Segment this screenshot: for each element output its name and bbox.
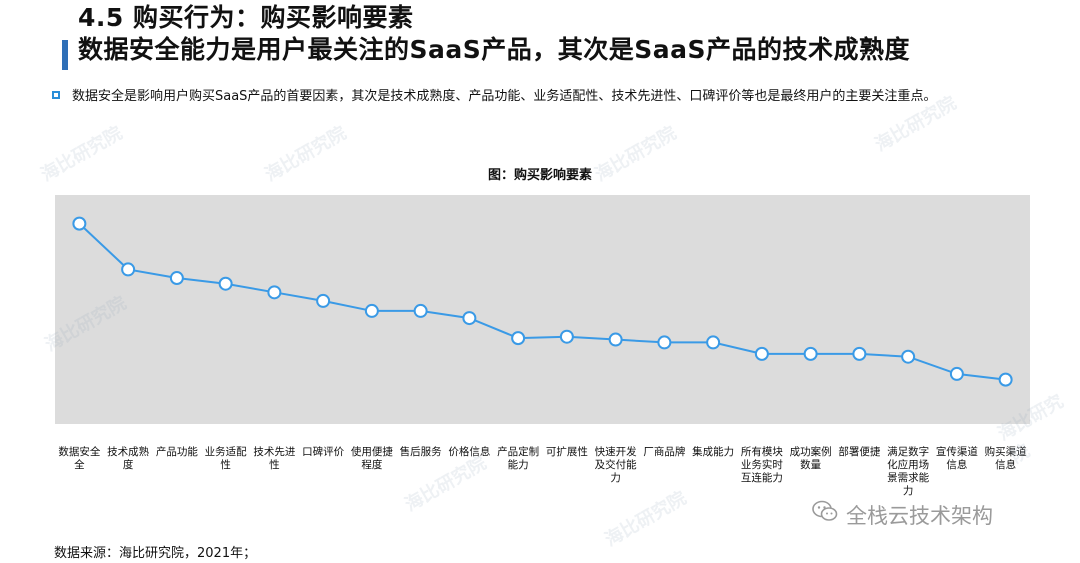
data-point [754, 346, 769, 361]
summary-bullet: 数据安全是影响用户购买SaaS产品的首要因素，其次是技术成熟度、产品功能、业务适… [52, 88, 1042, 105]
title-accent-bar [62, 40, 68, 70]
data-point [267, 285, 282, 300]
x-tick-label: 集成能力 [692, 445, 734, 458]
data-point [169, 271, 184, 286]
data-source: 数据来源：海比研究院，2021年； [54, 546, 257, 561]
x-tick-label: 成功案例数量 [790, 445, 832, 471]
x-tick-label: 所有模块业务实时互连能力 [741, 445, 783, 484]
x-tick-label: 口碑评价 [302, 445, 344, 458]
data-point [949, 366, 964, 381]
data-point [218, 276, 233, 291]
x-tick-label: 可扩展性 [546, 445, 588, 458]
wechat-icon [812, 500, 838, 521]
x-tick-label: 数据安全全 [58, 445, 100, 471]
page-subtitle: 数据安全能力是用户最关注的SaaS产品，其次是SaaS产品的技术成熟度 [78, 35, 911, 64]
data-point [413, 303, 428, 318]
chart-title: 图：购买影响要素 [487, 168, 592, 183]
data-point [511, 331, 526, 346]
x-tick-label: 产品功能 [156, 445, 198, 458]
data-point [803, 346, 818, 361]
x-tick-label: 技术先进性 [253, 445, 295, 471]
series-line [78, 222, 1006, 381]
data-point [706, 335, 721, 350]
x-tick-label: 快速开发及交付能力 [595, 445, 637, 484]
x-tick-label: 价格信息 [448, 445, 490, 458]
x-tick-label: 购买渠道信息 [985, 445, 1027, 471]
data-point [72, 216, 87, 231]
x-tick-label: 售后服务 [400, 445, 442, 458]
x-tick-label: 部署便捷 [838, 445, 880, 458]
data-point [462, 311, 477, 326]
data-point [852, 346, 867, 361]
x-tick-label: 业务适配性 [205, 445, 247, 471]
x-tick-label: 满足数字化应用场景需求能力 [887, 445, 929, 497]
title-block: 4.5 购买行为：购买影响要素 数据安全能力是用户最关注的SaaS产品，其次是S… [78, 2, 910, 66]
x-tick-label: 厂商品牌 [643, 445, 685, 458]
data-point [121, 262, 136, 277]
data-point [364, 303, 379, 318]
x-tick-label: 宣传渠道信息 [936, 445, 978, 471]
data-point [608, 332, 623, 347]
data-point [657, 335, 672, 350]
square-bullet-icon [52, 91, 60, 99]
data-point [998, 372, 1013, 387]
data-point [901, 349, 916, 364]
x-tick-label: 技术成熟度 [107, 445, 149, 471]
plot-area [55, 195, 1030, 424]
page-title: 4.5 购买行为：购买影响要素 [78, 3, 414, 32]
x-tick-label: 使用便捷程度 [351, 445, 393, 471]
data-point [316, 293, 331, 308]
summary-text: 数据安全是影响用户购买SaaS产品的首要因素，其次是技术成熟度、产品功能、业务适… [72, 89, 937, 104]
x-tick-label: 产品定制能力 [497, 445, 539, 471]
wechat-account-label: 全栈云技术架构 [846, 504, 993, 528]
data-point [559, 329, 574, 344]
